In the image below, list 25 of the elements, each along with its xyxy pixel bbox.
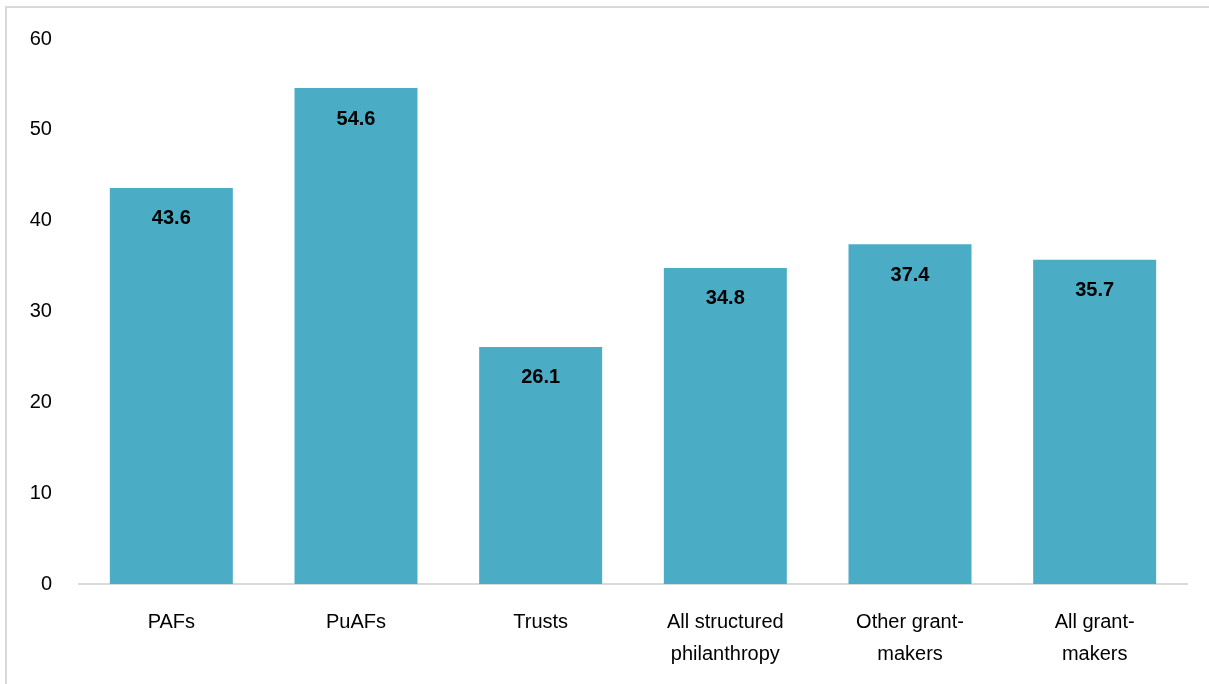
y-tick-label: 20 (29, 389, 52, 412)
x-tick-label: PuAFs (325, 609, 387, 632)
data-label: 37.4 (890, 262, 931, 285)
data-label: 34.8 (705, 286, 745, 309)
data-label: 26.1 (521, 365, 561, 388)
bar (109, 187, 233, 584)
y-tick-label: 10 (29, 480, 52, 503)
data-label: 35.7 (1075, 278, 1115, 301)
y-tick-label: 50 (29, 117, 52, 140)
bar (1033, 259, 1157, 584)
bar (294, 88, 418, 584)
y-tick-label: 0 (40, 571, 52, 594)
x-tick-label: PAFs (147, 609, 196, 632)
y-tick-label: 40 (29, 208, 52, 231)
y-tick-label: 60 (29, 26, 52, 49)
bar (479, 346, 603, 584)
x-tick-label: Other grant-makers (856, 609, 964, 664)
x-tick-label: Trusts (513, 609, 569, 632)
data-label: 43.6 (151, 206, 191, 229)
y-tick-label: 30 (29, 299, 52, 322)
x-tick-label: All grant-makers (1054, 609, 1135, 664)
data-label: 54.6 (336, 106, 376, 129)
bar (848, 244, 972, 584)
bar (663, 267, 787, 584)
x-tick-label: All structured philanthropy (666, 609, 784, 664)
